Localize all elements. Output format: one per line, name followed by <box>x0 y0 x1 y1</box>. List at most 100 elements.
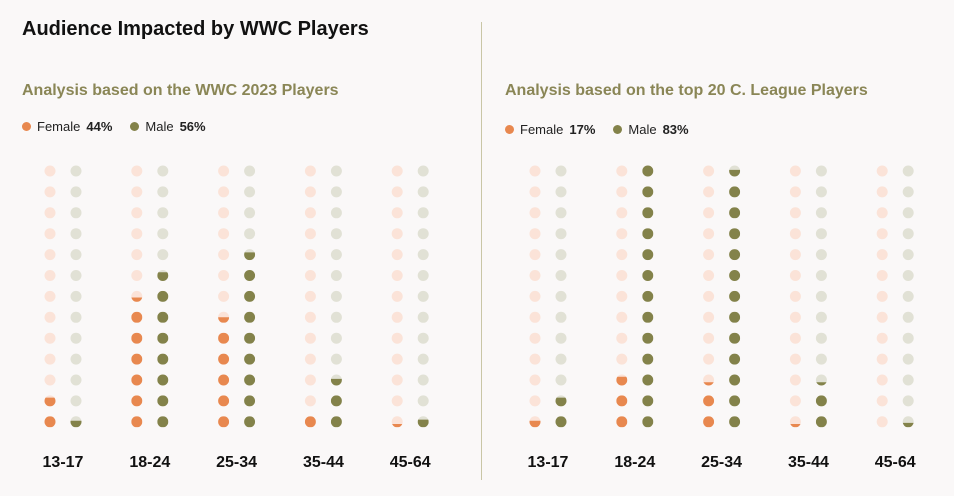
female-dot-fill <box>790 424 801 428</box>
male-dot <box>330 270 342 281</box>
male-dot-fill <box>244 270 256 281</box>
female-dot <box>529 165 541 177</box>
female-dot <box>789 249 801 261</box>
female-dot <box>391 395 403 407</box>
female-dot <box>789 290 801 302</box>
male-dot <box>815 290 827 302</box>
female-dot-fill <box>218 317 230 323</box>
male-dot <box>417 290 429 302</box>
male-dot <box>815 332 827 344</box>
female-dot <box>391 374 403 386</box>
male-dot-fill <box>330 395 342 407</box>
female-dot-fill <box>616 376 628 386</box>
male-dot-fill <box>157 353 169 365</box>
male-dot-fill <box>642 207 654 219</box>
male-dot <box>70 395 82 407</box>
category-label: 13-17 <box>43 454 84 471</box>
female-dot <box>218 165 230 177</box>
female-dot <box>529 249 541 261</box>
male-dot <box>902 186 914 198</box>
female-dot <box>616 353 628 365</box>
age-group-13-17: 13-17 <box>43 165 84 471</box>
male-dot <box>815 311 827 323</box>
female-dot <box>304 395 316 407</box>
male-dot <box>417 165 429 177</box>
male-dot <box>417 395 429 407</box>
male-swatch-icon <box>613 125 623 134</box>
male-dot-fill <box>729 228 741 240</box>
female-dot <box>304 186 316 198</box>
female-dot <box>703 290 715 302</box>
male-dot-fill <box>330 378 342 386</box>
male-dot <box>555 186 567 198</box>
male-dot-fill <box>642 270 654 281</box>
male-dot <box>330 165 342 177</box>
female-dot <box>44 374 56 386</box>
male-dot-fill <box>244 374 256 386</box>
male-dot <box>902 270 914 281</box>
male-dot <box>902 290 914 302</box>
male-dot <box>70 270 82 281</box>
female-dot-fill <box>529 420 541 428</box>
chart-subtitle: Analysis based on the top 20 C. League P… <box>505 82 868 99</box>
male-dot <box>157 207 169 219</box>
male-dot <box>555 207 567 219</box>
male-dot <box>815 186 827 198</box>
female-dot <box>789 395 801 407</box>
female-dot <box>304 207 316 219</box>
male-dot-fill <box>815 395 827 407</box>
female-dot <box>44 290 56 302</box>
male-dot-fill <box>157 311 169 323</box>
male-dot-fill <box>642 416 654 428</box>
female-dot-fill <box>703 395 715 407</box>
male-dot-fill <box>157 290 169 302</box>
female-dot <box>218 290 230 302</box>
age-group-35-44: 35-44 <box>303 165 344 471</box>
age-group-13-17: 13-17 <box>528 165 569 471</box>
female-dot <box>876 353 888 365</box>
female-dot <box>304 290 316 302</box>
male-dot-fill <box>729 207 741 219</box>
male-dot-fill <box>642 228 654 240</box>
female-dot <box>218 228 230 240</box>
male-dot <box>70 332 82 344</box>
male-dot <box>417 270 429 281</box>
male-dot <box>417 332 429 344</box>
female-dot-fill <box>703 416 715 428</box>
female-dot-fill <box>131 353 143 365</box>
category-label: 35-44 <box>303 454 344 471</box>
female-dot <box>789 228 801 240</box>
male-dot <box>330 207 342 219</box>
male-dot-fill <box>642 311 654 323</box>
male-dot-fill <box>157 374 169 386</box>
female-dot <box>529 332 541 344</box>
female-dot-fill <box>218 332 230 344</box>
female-dot <box>391 353 403 365</box>
legend-item-male: Male 56% <box>130 119 206 134</box>
divider <box>481 22 482 480</box>
male-dot-fill <box>729 311 741 323</box>
female-dot-fill <box>131 297 143 302</box>
male-dot <box>417 353 429 365</box>
male-dot <box>330 249 342 261</box>
male-dot-fill <box>642 290 654 302</box>
female-dot <box>304 374 316 386</box>
female-dot <box>876 186 888 198</box>
category-label: 13-17 <box>528 454 569 471</box>
female-swatch-icon <box>22 122 31 131</box>
female-dot <box>616 290 628 302</box>
category-label: 45-64 <box>875 454 916 471</box>
male-dot <box>555 374 567 386</box>
female-dot <box>703 207 715 219</box>
female-dot <box>391 207 403 219</box>
female-dot <box>703 332 715 344</box>
category-label: 25-34 <box>216 454 257 471</box>
legend-item-male: Male 83% <box>613 122 689 137</box>
female-dot <box>391 249 403 261</box>
male-dot <box>902 311 914 323</box>
male-dot <box>70 353 82 365</box>
female-dot <box>391 228 403 240</box>
female-dot <box>789 270 801 281</box>
female-dot <box>789 165 801 177</box>
male-dot <box>555 270 567 281</box>
